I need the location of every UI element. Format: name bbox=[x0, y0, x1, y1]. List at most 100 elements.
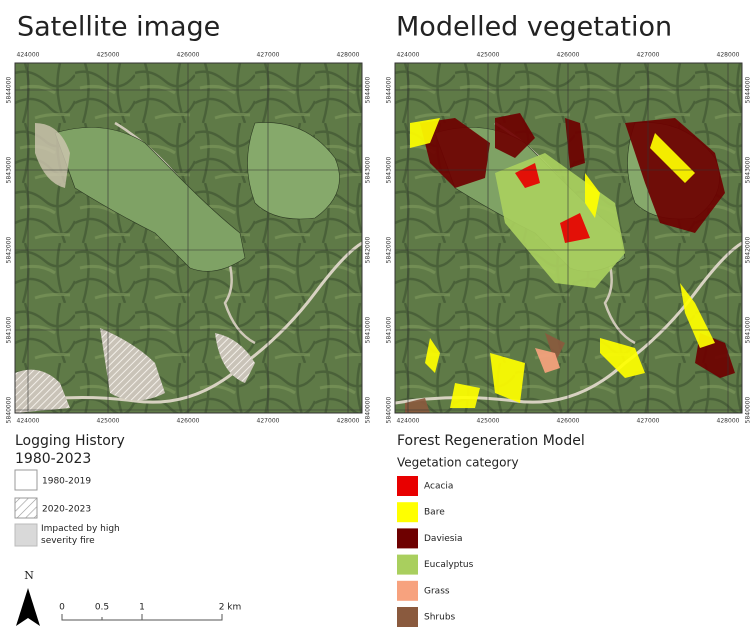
y-tick-label: 5840000 bbox=[745, 396, 752, 423]
x-tick-label: 428000 bbox=[337, 52, 360, 59]
y-tick-label: 5844000 bbox=[745, 76, 752, 103]
map-frame bbox=[394, 62, 743, 414]
map-image bbox=[15, 63, 362, 413]
legend-label: 1980-2019 bbox=[42, 477, 91, 487]
vegetation-patch bbox=[490, 353, 525, 403]
north-arrow bbox=[16, 588, 28, 626]
vegetation-patch bbox=[680, 283, 715, 348]
x-tick-label: 427000 bbox=[257, 418, 280, 425]
x-tick-label: 425000 bbox=[477, 418, 500, 425]
x-tick-label: 425000 bbox=[97, 418, 120, 425]
map-frame bbox=[14, 62, 363, 414]
y-tick-label: 5843000 bbox=[365, 156, 372, 183]
legend-swatch bbox=[14, 497, 38, 519]
legend-swatch bbox=[397, 607, 418, 627]
legend-label: Bare bbox=[424, 508, 445, 518]
legend-label: Eucalyptus bbox=[424, 560, 474, 570]
vegetation-patch bbox=[405, 398, 430, 413]
vegetation-patch bbox=[410, 118, 440, 148]
y-tick-label: 5842000 bbox=[386, 236, 393, 263]
scale-label: 0.5 bbox=[95, 603, 109, 613]
y-tick-label: 5840000 bbox=[386, 396, 393, 423]
scale-bar: N 0 0.5 1 2 km bbox=[16, 569, 241, 626]
hatched-area bbox=[15, 369, 70, 413]
legend-swatch bbox=[397, 502, 418, 523]
vegetation-patch bbox=[545, 333, 565, 363]
y-tick-label: 5842000 bbox=[745, 236, 752, 263]
scale-label: 2 km bbox=[219, 603, 242, 613]
y-tick-label: 5842000 bbox=[365, 236, 372, 263]
vegetation-patch bbox=[495, 113, 535, 158]
legend-swatch bbox=[397, 476, 418, 496]
y-tick-label: 5841000 bbox=[386, 316, 393, 343]
vegetation-patch bbox=[560, 213, 590, 243]
x-tick-label: 427000 bbox=[257, 52, 280, 59]
x-tick-label: 424000 bbox=[17, 52, 40, 59]
x-tick-label: 426000 bbox=[557, 52, 580, 59]
x-tick-label: 428000 bbox=[717, 418, 740, 425]
legend-title: Logging History bbox=[15, 433, 125, 449]
vegetation-patch bbox=[425, 338, 440, 373]
y-tick-label: 5841000 bbox=[6, 316, 13, 343]
x-tick-label: 425000 bbox=[97, 52, 120, 59]
logged-area bbox=[54, 127, 246, 272]
map-title: Modelled vegetation bbox=[396, 12, 672, 43]
vegetation-patch bbox=[515, 163, 540, 188]
y-tick-label: 5844000 bbox=[6, 76, 13, 103]
vegetation-patch bbox=[565, 118, 585, 168]
vegetation-map: 424000 424000 5844000 5844000 425000 425000 58… bbox=[386, 52, 752, 425]
north-label: N bbox=[24, 569, 34, 582]
legend-swatch bbox=[14, 523, 38, 547]
map-title: Satellite image bbox=[17, 12, 220, 43]
legend-title: Forest Regeneration Model bbox=[397, 433, 585, 449]
y-tick-label: 5840000 bbox=[6, 396, 13, 423]
legend-swatch bbox=[14, 469, 38, 491]
legend-label: Daviesia bbox=[424, 534, 463, 544]
scale-label: 1 bbox=[139, 603, 145, 613]
vegetation-patch bbox=[450, 383, 480, 408]
legend-label-box: Impacted by high severity fire bbox=[41, 524, 120, 546]
vegetation-patch bbox=[420, 118, 490, 188]
y-tick-label: 5843000 bbox=[745, 156, 752, 183]
satellite-map: 424000 424000 5844000 5844000 425000 425000 58… bbox=[6, 52, 372, 425]
legend-subtitle: Vegetation category bbox=[397, 456, 519, 470]
vegetation-patch bbox=[600, 338, 645, 378]
legend-label: 2020-2023 bbox=[42, 505, 91, 515]
x-tick-label: 426000 bbox=[177, 52, 200, 59]
logging-legend: Logging History 1980-2023 1980-2019 2020… bbox=[14, 433, 125, 547]
y-tick-label: 5841000 bbox=[745, 316, 752, 343]
x-tick-label: 425000 bbox=[477, 52, 500, 59]
legend-label: Grass bbox=[424, 586, 450, 596]
legend-label: Impacted by high severity fire bbox=[41, 524, 120, 546]
x-tick-label: 424000 bbox=[397, 52, 420, 59]
vegetation-patch bbox=[585, 173, 600, 218]
x-tick-label: 427000 bbox=[637, 418, 660, 425]
x-tick-label: 428000 bbox=[337, 418, 360, 425]
y-tick-label: 5844000 bbox=[386, 76, 393, 103]
y-tick-label: 5843000 bbox=[6, 156, 13, 183]
legend-label: Acacia bbox=[424, 482, 453, 492]
x-tick-label: 428000 bbox=[717, 52, 740, 59]
vegetation-patch bbox=[650, 133, 695, 183]
legend-label: Shrubs bbox=[424, 613, 456, 623]
hatched-area bbox=[215, 333, 255, 383]
x-tick-label: 426000 bbox=[557, 418, 580, 425]
vegetation-patch bbox=[625, 118, 725, 233]
legend-subtitle: 1980-2023 bbox=[15, 451, 91, 467]
legend-swatch bbox=[397, 554, 418, 575]
x-tick-label: 426000 bbox=[177, 418, 200, 425]
map-image bbox=[395, 63, 742, 413]
vegetation-patch bbox=[535, 348, 560, 373]
legend-swatch bbox=[397, 580, 418, 601]
x-tick-label: 427000 bbox=[637, 52, 660, 59]
legend-swatch bbox=[397, 528, 418, 549]
y-tick-label: 5844000 bbox=[365, 76, 372, 103]
logged-area bbox=[247, 122, 340, 220]
y-tick-label: 5842000 bbox=[6, 236, 13, 263]
x-tick-label: 424000 bbox=[17, 418, 40, 425]
vegetation-legend: Forest Regeneration Model Vegetation cat… bbox=[397, 433, 585, 627]
x-tick-label: 424000 bbox=[397, 418, 420, 425]
y-tick-label: 5840000 bbox=[365, 396, 372, 423]
hatched-area bbox=[100, 328, 165, 401]
